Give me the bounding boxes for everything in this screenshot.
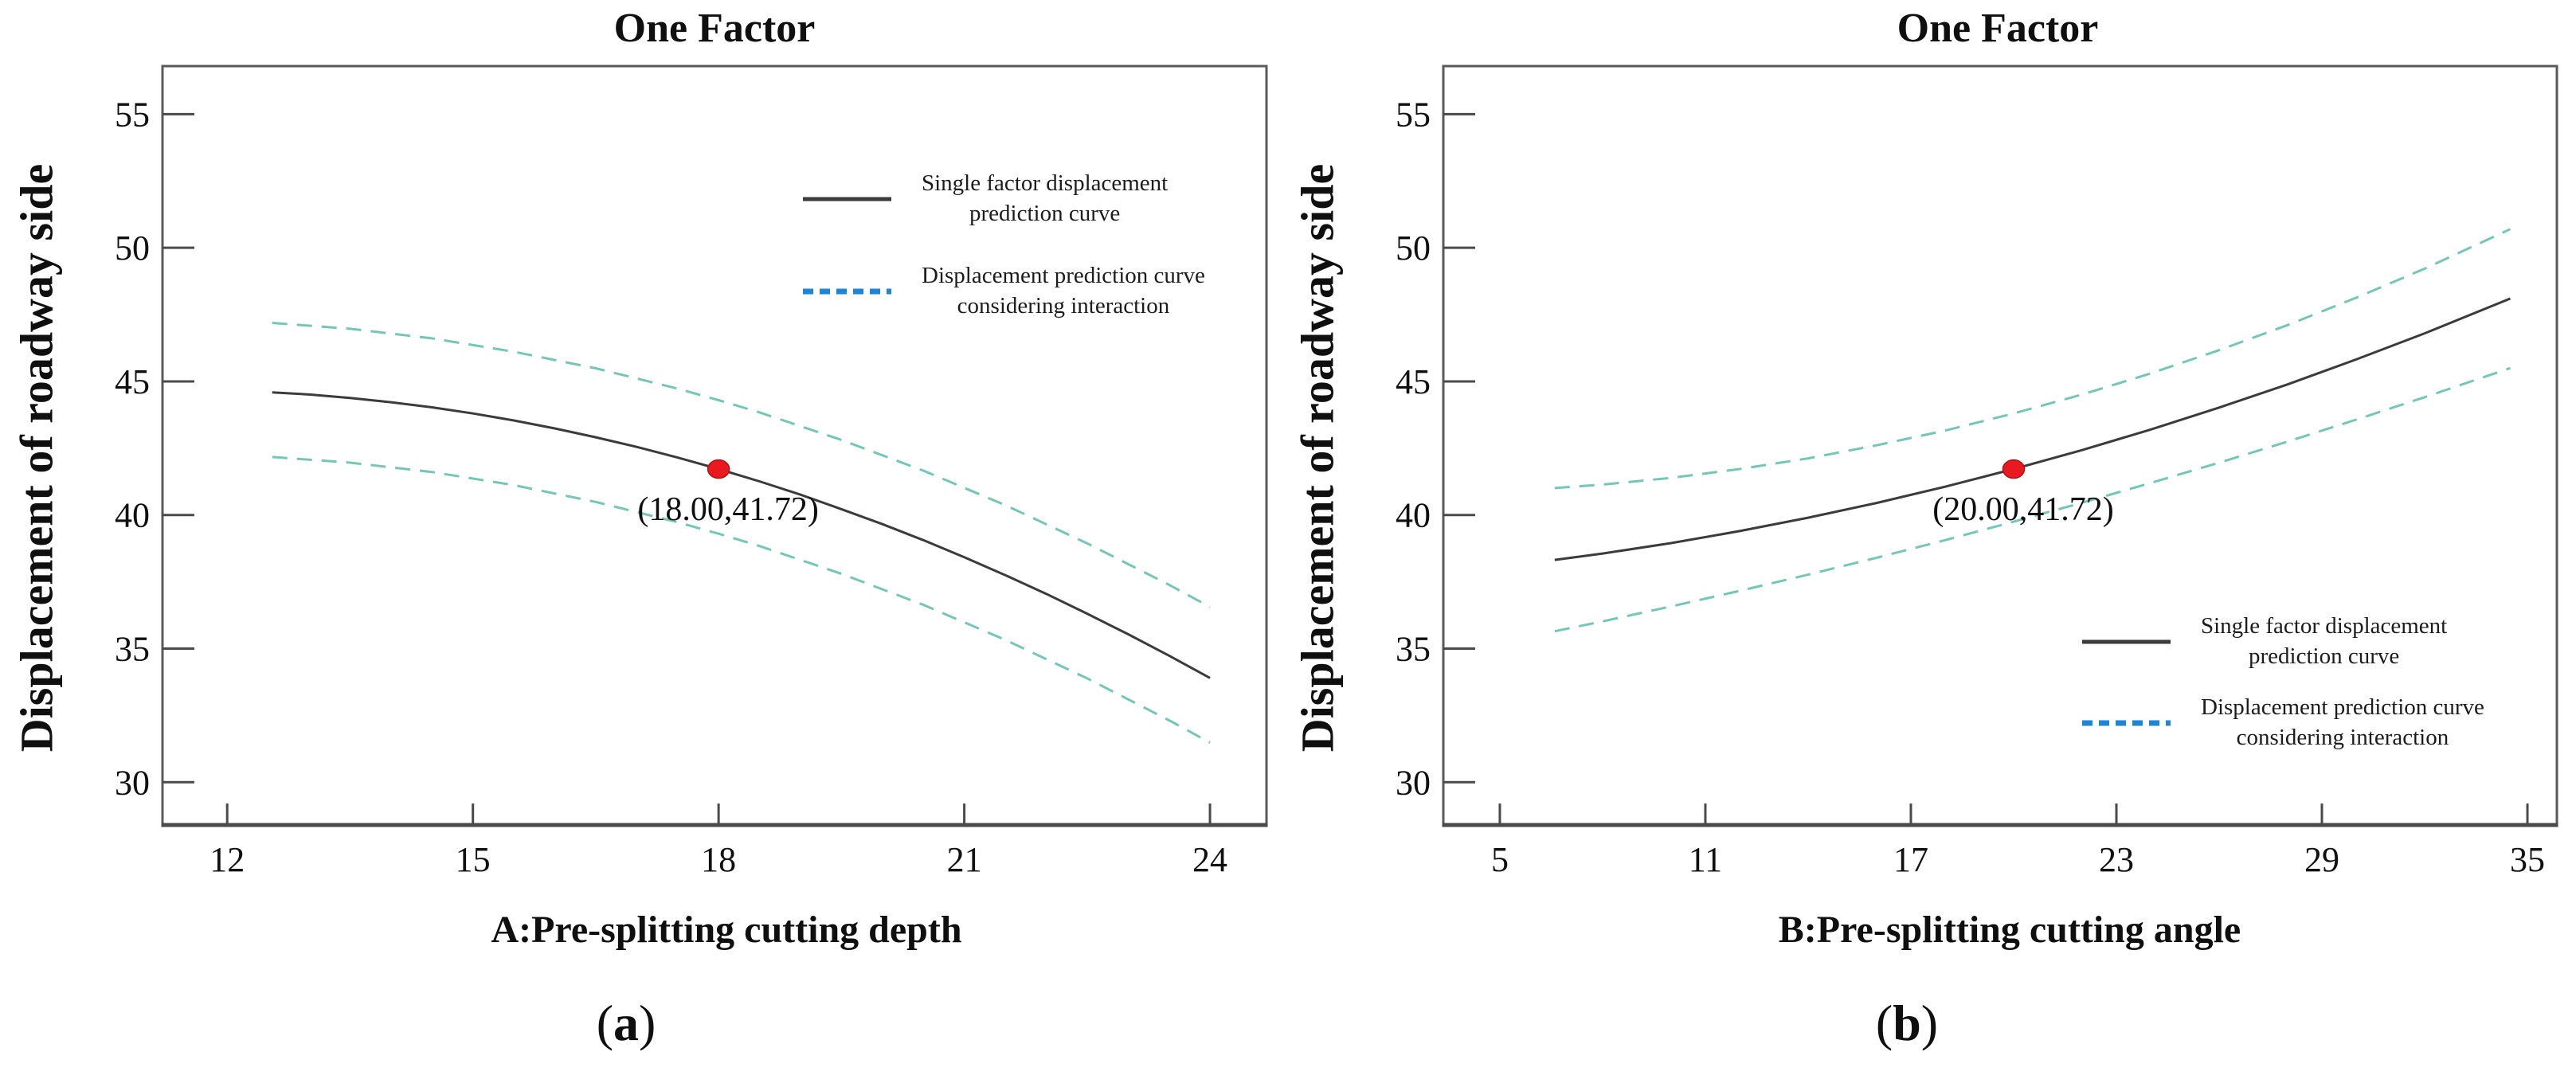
- panel-b-legend: Single factor displacement prediction cu…: [2081, 612, 2484, 753]
- dashed-line-sample: [803, 288, 891, 295]
- legend-label-line2: prediction curve: [969, 200, 1121, 226]
- y-tick-label: 30: [1396, 763, 1431, 802]
- y-tick-label: 35: [115, 630, 150, 669]
- legend-label-line2: considering interaction: [2236, 725, 2449, 751]
- x-tick-label: 29: [2304, 840, 2339, 879]
- x-tick-label: 18: [701, 840, 736, 879]
- x-tick-label: 23: [2099, 840, 2134, 879]
- caption-b-open: (: [1875, 995, 1893, 1051]
- legend-entry-label: Displacement prediction curve considerin…: [2201, 693, 2484, 753]
- x-tick-label: 17: [1893, 840, 1928, 879]
- caption-a-close: ): [639, 995, 656, 1051]
- x-tick-label: 21: [947, 840, 982, 879]
- panel-b-caption: (b): [1876, 994, 1938, 1053]
- panel-a-caption: (a): [597, 994, 656, 1053]
- panel-b-y-axis-label: Displacement of roadway side: [1291, 163, 1344, 753]
- legend-label-line1: Displacement prediction curve: [2201, 694, 2484, 721]
- solid-line-sample: [803, 197, 891, 201]
- x-tick-label: 5: [1491, 840, 1509, 879]
- caption-a-letter: a: [613, 995, 639, 1051]
- panel-a-legend: Single factor displacement prediction cu…: [801, 169, 1205, 322]
- y-tick-label: 55: [1396, 95, 1431, 134]
- legend-entry-single-factor: Single factor displacement prediction cu…: [801, 169, 1205, 229]
- y-tick-label: 45: [115, 362, 150, 401]
- panel-b-x-axis-label: B:Pre-splitting cutting angle: [1778, 909, 2241, 951]
- solid-line-sample: [2082, 639, 2171, 644]
- legend-entry-label: Single factor displacement prediction cu…: [922, 169, 1168, 229]
- panel-a-y-axis-label: Displacement of roadway side: [10, 163, 63, 753]
- interaction-band-curve: [1554, 228, 2511, 490]
- legend-entry-label: Single factor displacement prediction cu…: [2201, 612, 2447, 671]
- prediction-curve-solid: [272, 391, 1211, 679]
- x-tick-label: 35: [2510, 840, 2545, 879]
- y-tick-label: 50: [115, 229, 150, 268]
- legend-label-line1: Displacement prediction curve: [922, 263, 1205, 289]
- legend-label-line2: considering interaction: [957, 293, 1170, 319]
- marker-label: (18.00,41.72): [637, 491, 818, 528]
- legend-entry-interaction: Displacement prediction curve considerin…: [2081, 693, 2484, 753]
- y-tick-label: 40: [1396, 496, 1431, 535]
- x-tick-label: 24: [1192, 840, 1227, 879]
- legend-entry-single-factor: Single factor displacement prediction cu…: [2081, 612, 2484, 671]
- marker-label: (20.00,41.72): [1932, 491, 2113, 528]
- marker-point: [707, 459, 730, 479]
- legend-label-line2: prediction curve: [2249, 643, 2400, 669]
- x-tick-label: 12: [209, 840, 245, 879]
- legend-entry-label: Displacement prediction curve considerin…: [922, 261, 1205, 321]
- y-tick-label: 40: [115, 496, 150, 535]
- legend-label-line1: Single factor displacement: [2201, 613, 2448, 639]
- marker-point: [2002, 459, 2026, 479]
- plot-area-b: 5 11 17 23 29 35 30 35 40 45 50 55 (20.00,41.72): [1396, 65, 2558, 879]
- caption-a-open: (: [596, 995, 613, 1051]
- caption-b-close: ): [1920, 995, 1939, 1051]
- y-tick-label: 30: [115, 763, 150, 802]
- y-tick-label: 50: [1396, 229, 1431, 268]
- panel-a-x-axis-label: A:Pre-splitting cutting depth: [491, 909, 962, 951]
- legend-label-line1: Single factor displacement: [922, 170, 1169, 196]
- dashed-line-sample: [2082, 720, 2171, 726]
- y-tick-label: 55: [115, 95, 150, 134]
- y-tick-label: 45: [1396, 362, 1431, 401]
- panel-a-title: One Factor: [613, 6, 816, 51]
- interaction-band-curve: [1554, 366, 2511, 633]
- x-tick-label: 11: [1689, 840, 1722, 879]
- interaction-band-curve: [272, 322, 1211, 608]
- y-tick-label: 35: [1396, 630, 1431, 669]
- caption-b-letter: b: [1893, 995, 1921, 1051]
- x-tick-label: 15: [456, 840, 491, 879]
- panel-b-title: One Factor: [1897, 6, 2099, 51]
- interaction-band-curve: [272, 455, 1211, 744]
- legend-entry-interaction: Displacement prediction curve considerin…: [801, 261, 1205, 321]
- plot-area-a: 12 15 18 21 24 30 35 40 45 50 55 (18.00,41.72): [115, 65, 1268, 879]
